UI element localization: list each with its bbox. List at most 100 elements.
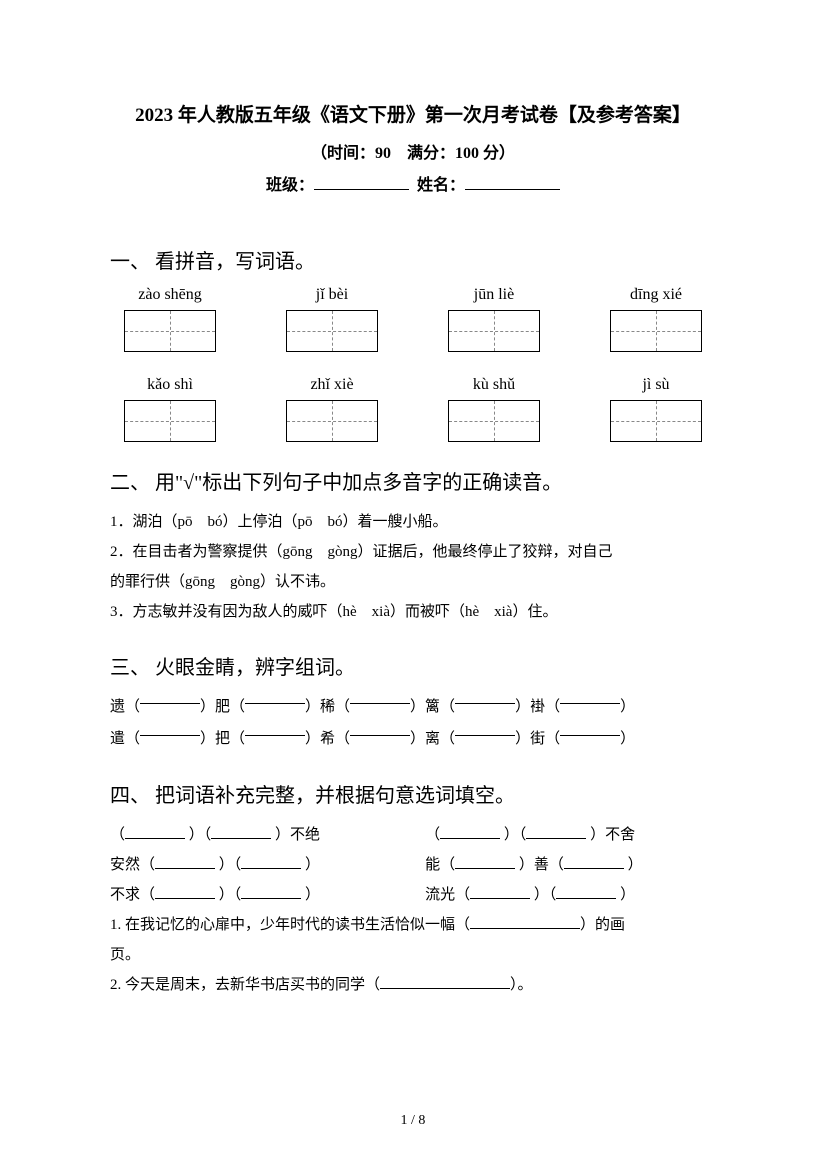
fill-blank[interactable]: [241, 857, 301, 869]
pinyin-item: jǐ bèi: [272, 286, 392, 352]
fill-blank[interactable]: [455, 692, 515, 704]
q3-text: ）褂（: [515, 692, 560, 724]
q3-text: 遗（: [110, 692, 140, 724]
section4-pair2: 安然（ ）（ ） 能（ ）善（ ）: [110, 850, 716, 880]
fill-blank[interactable]: [556, 887, 616, 899]
char-box[interactable]: [610, 310, 702, 352]
fill-blank[interactable]: [245, 692, 305, 704]
q4-text: ）。: [510, 977, 533, 993]
q3-text: ）把（: [200, 724, 245, 756]
char-box[interactable]: [448, 310, 540, 352]
q4-text: ）: [620, 887, 635, 903]
section2-heading: 二、 用"√"标出下列句子中加点多音字的正确读音。: [110, 466, 716, 495]
q4-text: ）不绝: [275, 827, 320, 843]
section2-q2b: 的罪行供（gōng gòng）认不讳。: [110, 567, 716, 597]
q4-text: ）（: [219, 887, 242, 903]
char-box[interactable]: [124, 310, 216, 352]
q4-text: ）（: [189, 827, 212, 843]
fill-blank[interactable]: [350, 724, 410, 736]
q3-text: ）希（: [305, 724, 350, 756]
name-label: 姓名：: [417, 177, 465, 194]
q4-text: ）不舍: [590, 827, 635, 843]
q4-text: ）善（: [519, 857, 564, 873]
char-box[interactable]: [610, 400, 702, 442]
student-fields: 班级： 姓名：: [110, 171, 716, 195]
fill-blank[interactable]: [455, 724, 515, 736]
class-blank[interactable]: [314, 176, 409, 190]
pinyin-item: jūn liè: [434, 286, 554, 352]
pinyin-text: kǎo shì: [110, 376, 230, 394]
fill-blank[interactable]: [560, 724, 620, 736]
char-box[interactable]: [124, 400, 216, 442]
q4-text: ）: [628, 857, 643, 873]
fill-blank[interactable]: [140, 724, 200, 736]
fill-blank[interactable]: [350, 692, 410, 704]
q4-text: 安然（: [110, 857, 155, 873]
fill-blank[interactable]: [455, 857, 515, 869]
pinyin-text: jūn liè: [434, 286, 554, 304]
section1-heading: 一、 看拼音，写词语。: [110, 245, 716, 274]
char-box[interactable]: [448, 400, 540, 442]
q4-text: （: [425, 827, 440, 843]
pinyin-row-2: kǎo shì zhǐ xiè kù shǔ jì sù: [110, 376, 716, 442]
fill-blank[interactable]: [440, 827, 500, 839]
section3-row2: 遣（ ）把（ ）希（ ）离（ ）街（ ）: [110, 724, 716, 756]
section4-pair1: （ ）（ ）不绝 （ ）（ ）不舍: [110, 820, 716, 850]
section4-pair3: 不求（ ）（ ） 流光（ ）（ ）: [110, 880, 716, 910]
q4-text: ）: [305, 857, 320, 873]
pinyin-text: zhǐ xiè: [272, 376, 392, 394]
section2-q1: 1．湖泊（pō bó）上停泊（pō bó）着一艘小船。: [110, 507, 716, 537]
q3-text: ）稀（: [305, 692, 350, 724]
q4-text: （: [110, 827, 125, 843]
page-subtitle: （时间：90 满分：100 分）: [110, 139, 716, 163]
section4-s1: 1. 在我记忆的心扉中，少年时代的读书生活恰似一幅（ ）的画: [110, 910, 716, 940]
q3-text: ）街（: [515, 724, 560, 756]
pinyin-item: kǎo shì: [110, 376, 230, 442]
q4-text: ）的画: [580, 917, 625, 933]
q3-text: ）: [620, 724, 635, 756]
char-box[interactable]: [286, 400, 378, 442]
q4-text: 流光（: [425, 887, 470, 903]
q4-text: ）: [305, 887, 320, 903]
pinyin-item: jì sù: [596, 376, 716, 442]
q4-text: 2. 今天是周末，去新华书店买书的同学（: [110, 977, 380, 993]
q3-text: ）肥（: [200, 692, 245, 724]
char-box[interactable]: [286, 310, 378, 352]
fill-blank[interactable]: [155, 857, 215, 869]
fill-blank[interactable]: [245, 724, 305, 736]
section2-q2a: 2．在目击者为警察提供（gōng gòng）证据后，他最终停止了狡辩，对自己: [110, 537, 716, 567]
fill-blank[interactable]: [125, 827, 185, 839]
fill-blank[interactable]: [211, 827, 271, 839]
fill-blank[interactable]: [560, 692, 620, 704]
section4-s2: 2. 今天是周末，去新华书店买书的同学（ ）。: [110, 970, 716, 1000]
q4-text: 1. 在我记忆的心扉中，少年时代的读书生活恰似一幅（: [110, 917, 470, 933]
fill-blank[interactable]: [470, 887, 530, 899]
pinyin-item: kù shǔ: [434, 376, 554, 442]
fill-blank[interactable]: [241, 887, 301, 899]
section4-heading: 四、 把词语补充完整，并根据句意选词填空。: [110, 779, 716, 808]
class-label: 班级：: [266, 177, 314, 194]
fill-blank[interactable]: [470, 917, 580, 929]
page-number: 1 / 8: [0, 1113, 826, 1129]
q3-text: 遣（: [110, 724, 140, 756]
pinyin-text: dīng xié: [596, 286, 716, 304]
page-title: 2023 年人教版五年级《语文下册》第一次月考试卷【及参考答案】: [110, 100, 716, 127]
pinyin-item: zào shēng: [110, 286, 230, 352]
section2-q3: 3．方志敏并没有因为敌人的威吓（hè xià）而被吓（hè xià）住。: [110, 597, 716, 627]
fill-blank[interactable]: [564, 857, 624, 869]
fill-blank[interactable]: [380, 977, 510, 989]
q3-text: ）: [620, 692, 635, 724]
pinyin-text: zào shēng: [110, 286, 230, 304]
fill-blank[interactable]: [140, 692, 200, 704]
pinyin-text: jì sù: [596, 376, 716, 394]
q3-text: ）篱（: [410, 692, 455, 724]
fill-blank[interactable]: [526, 827, 586, 839]
section3-row1: 遗（ ）肥（ ）稀（ ）篱（ ）褂（ ）: [110, 692, 716, 724]
section4-s1c: 页。: [110, 940, 716, 970]
fill-blank[interactable]: [155, 887, 215, 899]
q4-text: ）（: [219, 857, 242, 873]
name-blank[interactable]: [465, 176, 560, 190]
q3-text: ）离（: [410, 724, 455, 756]
q4-text: 不求（: [110, 887, 155, 903]
q4-text: ）（: [534, 887, 557, 903]
